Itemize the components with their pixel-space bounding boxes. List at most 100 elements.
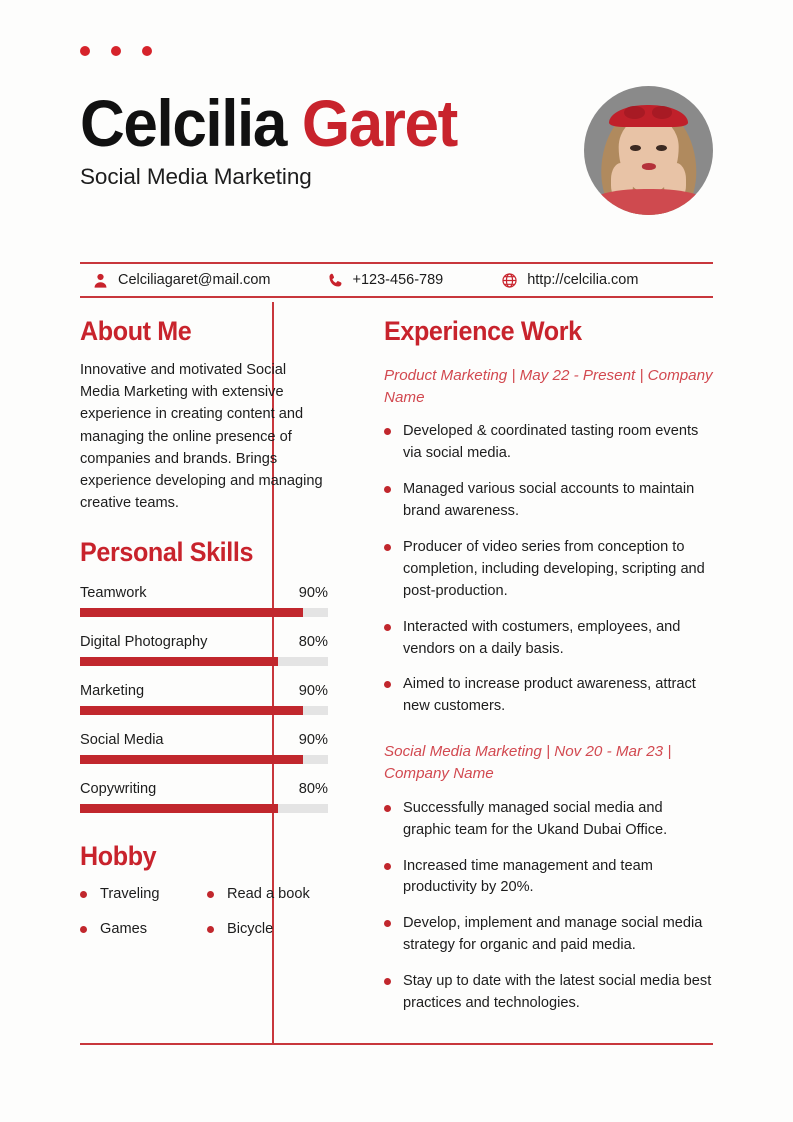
hobby-list: Traveling Read a book Games Bicycle	[80, 886, 328, 937]
bullet-icon	[384, 544, 391, 552]
list-item: Develop, implement and manage social med…	[384, 913, 714, 957]
skill-fill	[80, 608, 304, 618]
column-divider	[272, 302, 274, 1045]
bullet-icon	[80, 925, 87, 933]
skill-track	[80, 608, 328, 618]
experience-heading: Product Marketing | May 22 - Present | C…	[384, 367, 713, 406]
hobby-title: Hobby	[80, 841, 157, 872]
list-item: Managed various social accounts to maint…	[384, 479, 714, 523]
avatar	[584, 86, 713, 215]
list-item: Developed & coordinated tasting room eve…	[384, 421, 714, 465]
contact-phone-text: +123-456-789	[352, 272, 444, 288]
list-item: Bicycle	[207, 921, 328, 937]
list-item: Interacted with costumers, employees, an…	[384, 617, 714, 661]
skill-row: Social Media 90%	[80, 732, 328, 765]
skill-label: Digital Photography	[80, 634, 208, 651]
bottom-divider	[80, 1043, 713, 1045]
bullet-icon	[384, 920, 391, 928]
bullet-icon	[384, 428, 391, 436]
skill-fill	[80, 804, 279, 814]
avatar-shoulders	[586, 189, 711, 215]
bullet-text: Develop, implement and manage social med…	[403, 915, 703, 954]
bullet-icon	[384, 681, 391, 689]
skill-value: 80%	[298, 781, 328, 798]
skills-section: Personal Skills Teamwork 90% Digital Pho…	[80, 537, 328, 814]
bullet-icon	[384, 862, 391, 870]
bullet-icon	[384, 978, 391, 986]
decorative-dots	[80, 46, 152, 56]
resume-header: Celcilia Garet Social Media Marketing	[80, 84, 713, 219]
skill-label: Teamwork	[80, 585, 147, 602]
bullet-text: Developed & coordinated tasting room eve…	[403, 423, 699, 462]
list-item: Increased time management and team produ…	[384, 856, 714, 900]
dot-icon	[80, 46, 90, 56]
about-title: About Me	[80, 316, 192, 346]
skill-fill	[80, 755, 304, 765]
phone-icon	[328, 273, 341, 287]
bullet-icon	[207, 925, 214, 933]
bullet-text: Stay up to date with the latest social m…	[403, 973, 712, 1011]
left-column: About Me Innovative and motivated Social…	[80, 316, 328, 937]
person-icon	[94, 273, 107, 288]
skill-track	[80, 657, 328, 667]
contact-bar: Celciliagaret@mail.com +123-456-789 http…	[80, 262, 713, 298]
list-item: Traveling	[80, 886, 207, 902]
identity-block: Celcilia Garet Social Media Marketing	[80, 84, 481, 190]
experience-entry: Product Marketing | May 22 - Present | C…	[384, 365, 714, 718]
skill-row: Teamwork 90%	[80, 585, 328, 618]
skill-value: 90%	[298, 585, 328, 602]
skill-fill	[80, 706, 304, 716]
dot-icon	[111, 46, 121, 56]
skill-track	[80, 755, 328, 765]
avatar-headband	[608, 105, 689, 128]
contact-phone[interactable]: +123-456-789	[327, 272, 444, 289]
skill-row: Copywriting 80%	[80, 781, 328, 814]
skill-fill	[80, 657, 279, 667]
bullet-text: Managed various social accounts to maint…	[403, 481, 695, 520]
avatar-eye-right	[656, 145, 667, 152]
bullet-icon	[384, 623, 391, 631]
avatar-eye-left	[630, 145, 641, 152]
contact-email-text: Celciliagaret@mail.com	[118, 272, 271, 288]
bullet-text: Producer of video series from conception…	[403, 539, 705, 599]
hobby-label: Read a book	[227, 886, 310, 903]
skills-title: Personal Skills	[80, 537, 254, 568]
job-role: Social Media Marketing	[80, 164, 312, 190]
list-item: Stay up to date with the latest social m…	[384, 971, 714, 1015]
bullet-text: Increased time management and team produ…	[403, 857, 653, 896]
skill-value: 90%	[298, 683, 328, 700]
bullet-icon	[207, 890, 214, 898]
experience-heading: Social Media Marketing | Nov 20 - Mar 23…	[384, 743, 672, 782]
hobby-label: Bicycle	[227, 921, 274, 938]
hobby-label: Traveling	[100, 886, 160, 903]
skill-track	[80, 804, 328, 814]
skill-label: Marketing	[80, 683, 145, 700]
last-name: Garet	[301, 86, 458, 160]
skill-row: Digital Photography 80%	[80, 634, 328, 667]
skill-track	[80, 706, 328, 716]
globe-icon	[502, 272, 517, 288]
experience-bullets: Successfully managed social media and gr…	[384, 798, 714, 1015]
experience-bullets: Developed & coordinated tasting room eve…	[384, 421, 714, 718]
hobby-label: Games	[100, 921, 148, 938]
first-name: Celcilia	[80, 86, 287, 160]
bullet-icon	[80, 890, 87, 898]
bullet-text: Interacted with costumers, employees, an…	[403, 618, 681, 657]
about-text: Innovative and motivated Social Media Ma…	[80, 362, 323, 512]
experience-title: Experience Work	[384, 316, 582, 346]
skill-value: 90%	[298, 732, 328, 749]
skill-label: Social Media	[80, 732, 164, 749]
list-item: Read a book	[207, 886, 328, 902]
skill-value: 80%	[298, 634, 328, 651]
hobby-section: Hobby Traveling Read a book Games	[80, 841, 328, 937]
contact-email[interactable]: Celciliagaret@mail.com	[92, 272, 271, 289]
contact-website[interactable]: http://celcilia.com	[501, 272, 638, 289]
bullet-text: Successfully managed social media and gr…	[403, 799, 668, 838]
avatar-lips	[641, 163, 656, 170]
list-item: Aimed to increase product awareness, att…	[384, 674, 714, 718]
experience-entry: Social Media Marketing | Nov 20 - Mar 23…	[384, 741, 714, 1015]
bullet-text: Aimed to increase product awareness, att…	[403, 676, 696, 715]
skill-label: Copywriting	[80, 781, 157, 798]
skill-row: Marketing 90%	[80, 683, 328, 716]
